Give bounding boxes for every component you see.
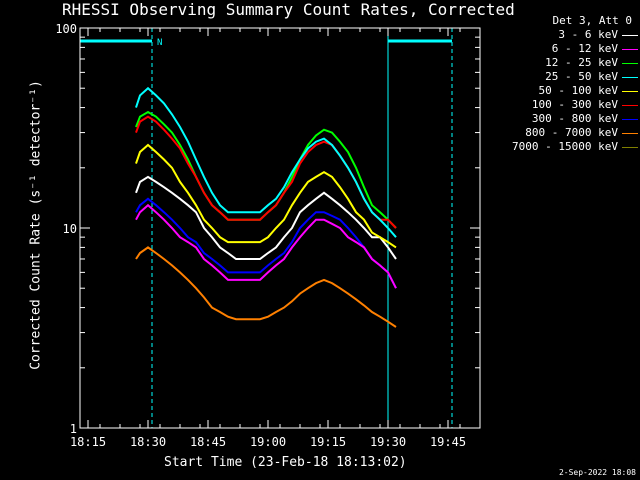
x-tick-label: 18:15 (70, 435, 106, 449)
legend-entry: 50 - 100 keV (478, 84, 638, 98)
legend-entry: 6 - 12 keV (478, 42, 638, 56)
legend: Det 3, Att 0 3 - 6 keV 6 - 12 keV 12 - 25 … (478, 14, 638, 154)
series-lines (135, 86, 397, 328)
legend-entry-label: 3 - 6 keV (558, 28, 618, 41)
series-line-0 (135, 175, 397, 260)
chart-title: RHESSI Observing Summary Count Rates, Co… (62, 0, 515, 19)
event-markers: N (79, 28, 453, 428)
plot-frame (79, 27, 481, 429)
legend-entry-swatch (622, 104, 638, 106)
legend-entry-label: 800 - 7000 keV (525, 126, 618, 139)
legend-entry: 25 - 50 keV (478, 70, 638, 84)
series-line-6 (135, 197, 397, 289)
legend-entry: 3 - 6 keV (478, 28, 638, 42)
legend-header: Det 3, Att 0 (552, 14, 632, 27)
annotation-label-0: N (157, 38, 162, 48)
legend-entry-label: 7000 - 15000 keV (512, 140, 618, 153)
legend-entry: 100 - 300 keV (478, 98, 638, 112)
legend-entry-label: 300 - 800 keV (531, 112, 618, 125)
y-axis-label: Corrected Count Rate (s⁻¹ detector⁻¹) (28, 80, 44, 370)
legend-entry-swatch (622, 90, 638, 92)
legend-rows: 3 - 6 keV 6 - 12 keV 12 - 25 keV 25 - 50 ke… (478, 28, 638, 154)
legend-entry-label: 100 - 300 keV (531, 98, 618, 111)
series-line-1 (135, 203, 397, 289)
legend-entry-swatch (622, 118, 638, 120)
x-tick-label: 19:00 (250, 435, 286, 449)
legend-entry-label: 50 - 100 keV (538, 84, 618, 97)
legend-entry-swatch (622, 34, 638, 36)
x-tick-label: 19:15 (310, 435, 346, 449)
legend-entry-label: 12 - 25 keV (545, 56, 618, 69)
legend-entry: 300 - 800 keV (478, 112, 638, 126)
legend-entry-swatch (622, 76, 638, 78)
legend-entry: 800 - 7000 keV (478, 126, 638, 140)
legend-entry: 12 - 25 keV (478, 56, 638, 70)
series-line-4 (135, 143, 397, 249)
legend-entry-swatch (622, 62, 638, 64)
legend-entry-swatch (622, 48, 638, 50)
series-line-2 (135, 110, 397, 229)
legend-entry-swatch (622, 132, 638, 134)
x-tick-label: 19:45 (430, 435, 466, 449)
x-axis-label: Start Time (23-Feb-18 18:13:02) (164, 455, 407, 470)
series-line-3 (135, 86, 397, 238)
series-line-7 (135, 246, 397, 328)
x-tick-label: 18:30 (130, 435, 166, 449)
legend-entry-swatch (622, 146, 638, 148)
legend-entry-label: 25 - 50 keV (545, 70, 618, 83)
legend-entry: 7000 - 15000 keV (478, 140, 638, 154)
generation-date: 2-Sep-2022 18:08 (558, 468, 636, 477)
x-tick-label: 19:30 (370, 435, 406, 449)
legend-entry-label: 6 - 12 keV (551, 42, 618, 55)
y-tick-label: 1 (70, 422, 77, 436)
tick-labels: 18:15 18:30 18:45 19:00 19:15 19:30 19:45 1 10 10… (55, 22, 481, 449)
y-tick-label: 10 (63, 222, 77, 236)
x-tick-label: 18:45 (190, 435, 226, 449)
axes-frame (79, 27, 481, 429)
y-tick-label: 100 (55, 22, 77, 36)
